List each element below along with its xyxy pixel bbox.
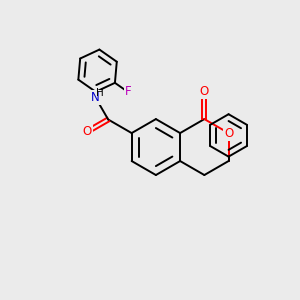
Text: O: O — [224, 127, 233, 140]
Text: H: H — [96, 88, 104, 98]
Text: F: F — [124, 85, 131, 98]
Text: O: O — [200, 85, 209, 98]
Text: O: O — [82, 125, 92, 138]
Text: N: N — [91, 91, 100, 103]
